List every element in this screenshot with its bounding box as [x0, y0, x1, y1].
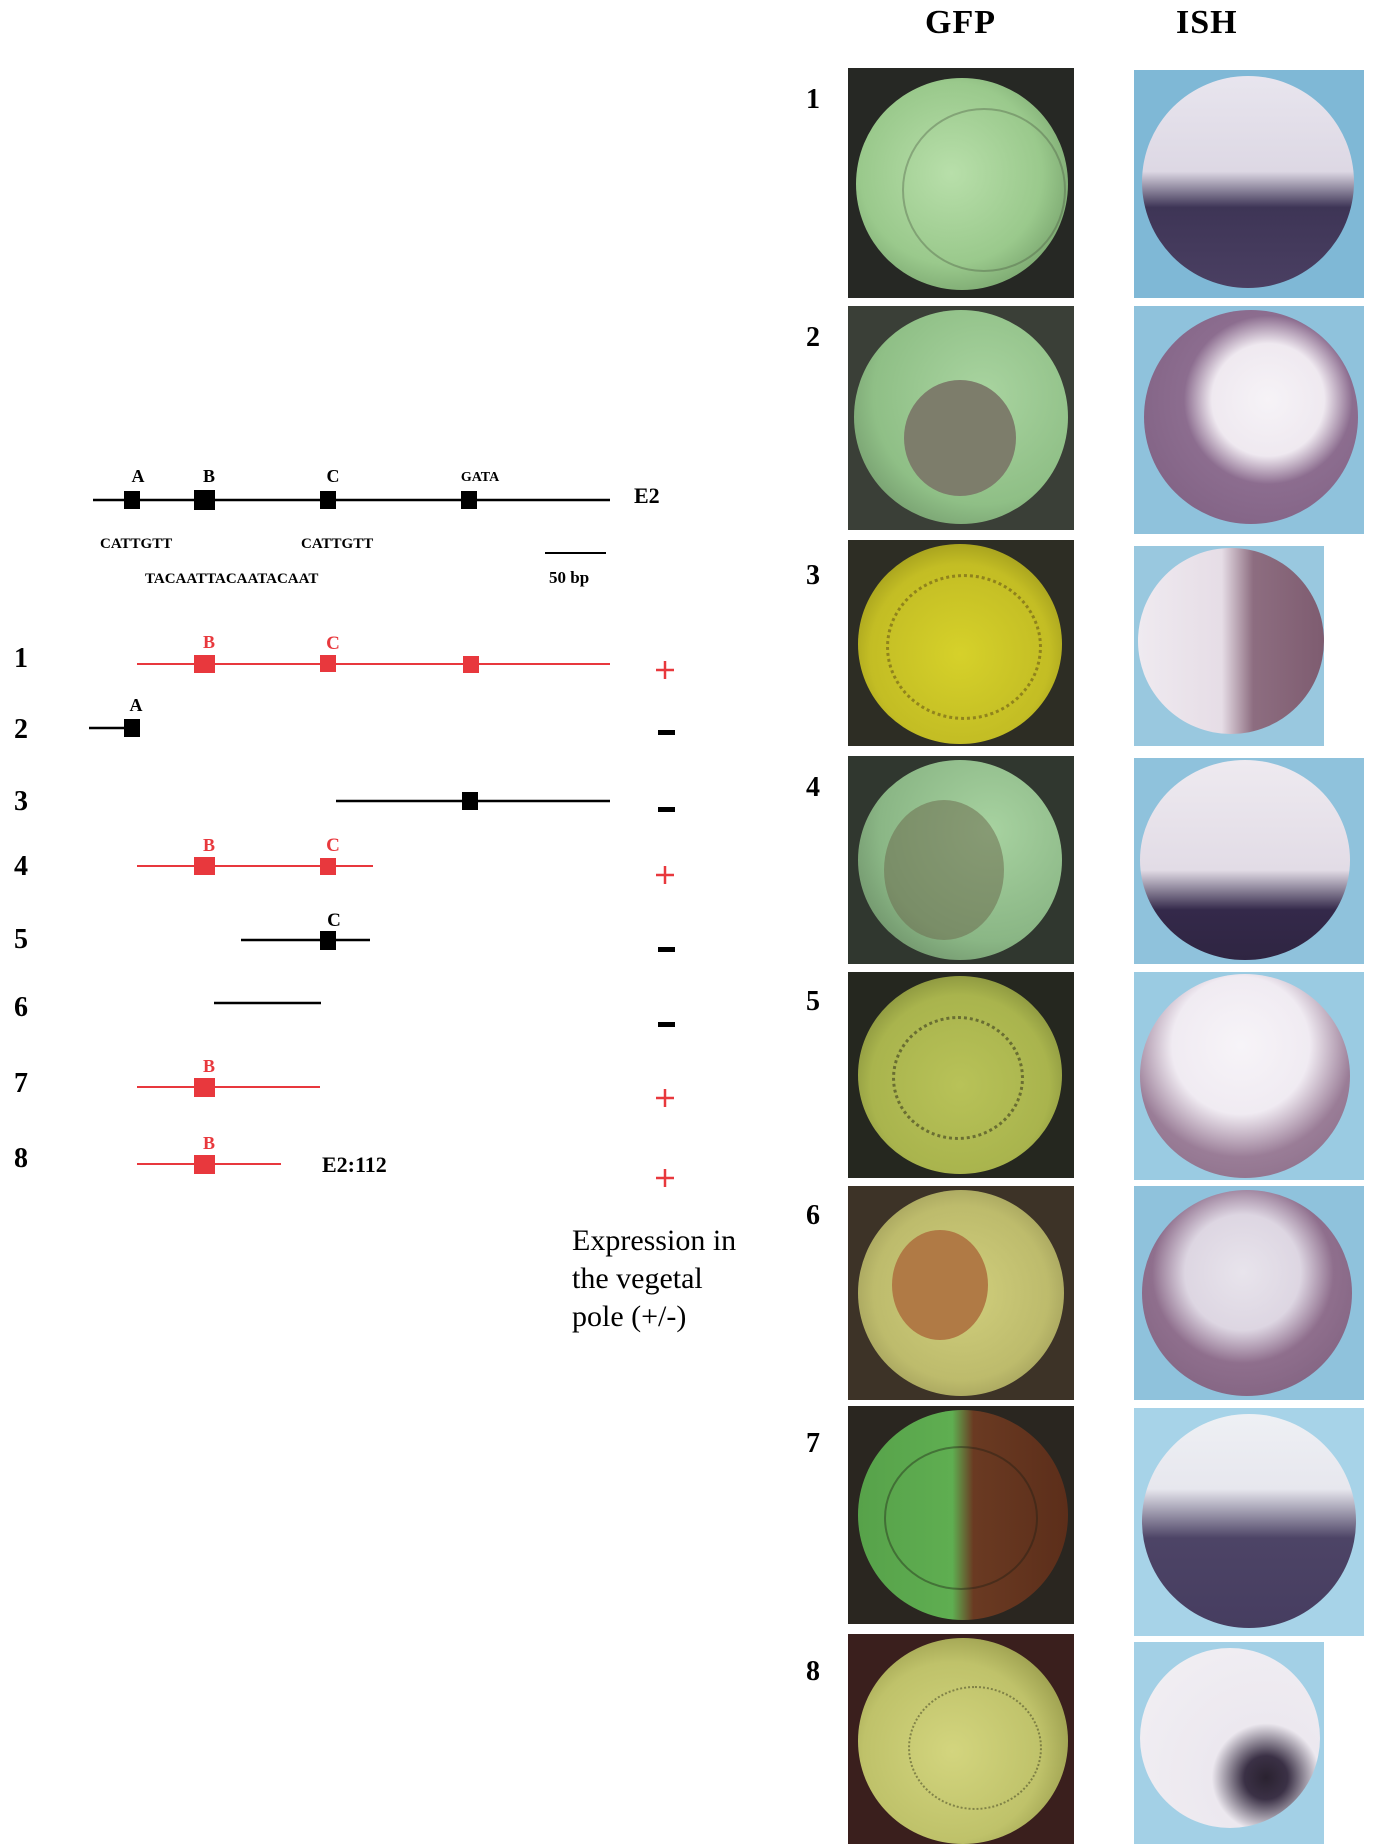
legend-line-3: pole (+/-)	[572, 1300, 687, 1333]
construct-4-label-c: C	[326, 835, 340, 856]
ish-photo-7	[1134, 1408, 1364, 1636]
gfp-photo-1	[848, 68, 1074, 298]
ish-photo-1	[1134, 70, 1364, 298]
embryo-region	[884, 800, 1004, 940]
row-num-3: 3	[14, 786, 28, 817]
e2-label: E2	[634, 483, 660, 508]
result-8-plus	[656, 1169, 674, 1187]
embryo-region	[892, 1016, 1024, 1140]
embryo-region	[908, 1686, 1042, 1810]
gfp-column-header: GFP	[925, 4, 996, 41]
photo-row-num-1: 1	[806, 84, 820, 115]
construct-4-site-c	[320, 858, 336, 875]
embryo-region	[884, 1446, 1038, 1590]
motif-b-text: TACAATTACAATACAAT	[145, 571, 318, 587]
construct-4-label-b: B	[203, 835, 215, 855]
construct-4-site-b	[194, 857, 215, 875]
gfp-photo-7	[848, 1406, 1074, 1624]
site-c-box	[320, 491, 336, 509]
gfp-photo-3	[848, 540, 1074, 746]
ish-photo-2	[1134, 306, 1364, 534]
gfp-photo-6	[848, 1186, 1074, 1400]
construct-7-site-b	[194, 1078, 215, 1097]
construct-1-site-gata	[463, 656, 479, 673]
construct-2-site-a	[124, 719, 140, 737]
embryo-region	[902, 108, 1066, 272]
result-3-minus	[658, 807, 675, 812]
gfp-photo-8	[848, 1634, 1074, 1844]
result-1-plus	[656, 661, 674, 679]
embryo-region	[886, 574, 1042, 720]
construct-8-site-b	[194, 1155, 215, 1174]
construct-5-label-c: C	[327, 910, 341, 931]
gfp-photo-2	[848, 306, 1074, 530]
site-gata-box	[461, 491, 477, 509]
legend-line-2: the vegetal	[572, 1262, 703, 1295]
construct-1-label-c: C	[326, 633, 340, 654]
photo-row-num-4: 4	[806, 772, 820, 803]
construct-1-label-b: B	[203, 632, 215, 652]
photo-row-num-3: 3	[806, 560, 820, 591]
row-num-5: 5	[14, 924, 28, 955]
photo-row-num-5: 5	[806, 986, 820, 1017]
site-a-box	[124, 491, 140, 509]
row-num-4: 4	[14, 851, 28, 882]
embryo-region	[904, 380, 1016, 496]
row-num-8: 8	[14, 1143, 28, 1174]
embryo	[1140, 974, 1350, 1178]
embryo	[1144, 310, 1358, 524]
construct-8-name: E2:112	[322, 1152, 387, 1177]
result-7-plus	[656, 1089, 674, 1107]
gfp-photo-4	[848, 756, 1074, 964]
construct-2-label-a: A	[130, 695, 143, 715]
construct-8-label-b: B	[203, 1133, 215, 1153]
construct-1-site-b	[194, 655, 215, 673]
result-5-minus	[658, 947, 675, 952]
ish-photo-4	[1134, 758, 1364, 964]
site-b-box	[194, 490, 215, 510]
site-a-label: A	[132, 466, 145, 486]
construct-3-site-gata	[462, 792, 478, 810]
ish-photo-3	[1134, 546, 1324, 746]
embryo	[1142, 1414, 1356, 1628]
result-2-minus	[658, 730, 675, 735]
embryo	[1140, 760, 1350, 960]
legend-line-1: Expression in	[572, 1224, 737, 1257]
motif-a-text: CATTGTT	[100, 536, 172, 552]
ish-photo-5	[1134, 972, 1364, 1180]
construct-1-site-c	[320, 655, 336, 672]
gfp-photo-5	[848, 972, 1074, 1178]
row-num-1: 1	[14, 643, 28, 674]
embryo	[1138, 548, 1324, 734]
construct-diagram: A B C GATA E2 CATTGTT CATTGTT TACAATTACA…	[14, 466, 675, 1187]
row-num-2: 2	[14, 714, 28, 745]
row-num-7: 7	[14, 1068, 28, 1099]
site-c-label: C	[327, 466, 340, 486]
result-6-minus	[658, 1022, 675, 1027]
photo-row-num-7: 7	[806, 1428, 820, 1459]
construct-5-site-c	[320, 931, 336, 950]
site-gata-label: GATA	[461, 470, 500, 485]
construct-7-label-b: B	[203, 1056, 215, 1076]
ish-photo-8	[1134, 1642, 1324, 1844]
photo-row-num-8: 8	[806, 1656, 820, 1687]
embryo	[1142, 1190, 1352, 1396]
motif-c-text: CATTGTT	[301, 536, 373, 552]
photo-row-num-6: 6	[806, 1200, 820, 1231]
photo-row-num-2: 2	[806, 322, 820, 353]
row-num-6: 6	[14, 992, 28, 1023]
result-4-plus	[656, 866, 674, 884]
ish-photo-6	[1134, 1186, 1364, 1400]
embryo	[1142, 76, 1354, 288]
embryo	[1140, 1648, 1320, 1828]
ish-column-header: ISH	[1176, 4, 1238, 41]
site-b-label: B	[203, 466, 215, 486]
embryo-region	[892, 1230, 988, 1340]
scale-bar-label: 50 bp	[549, 568, 589, 587]
expression-legend: Expression in the vegetal pole (+/-)	[572, 1222, 736, 1336]
